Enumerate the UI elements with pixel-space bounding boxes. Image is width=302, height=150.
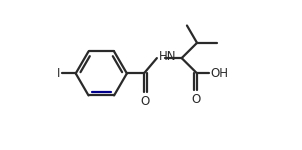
Text: OH: OH <box>210 67 228 80</box>
Text: I: I <box>57 67 60 80</box>
Text: O: O <box>140 95 150 108</box>
Text: O: O <box>191 93 201 106</box>
Text: HN: HN <box>159 50 176 63</box>
